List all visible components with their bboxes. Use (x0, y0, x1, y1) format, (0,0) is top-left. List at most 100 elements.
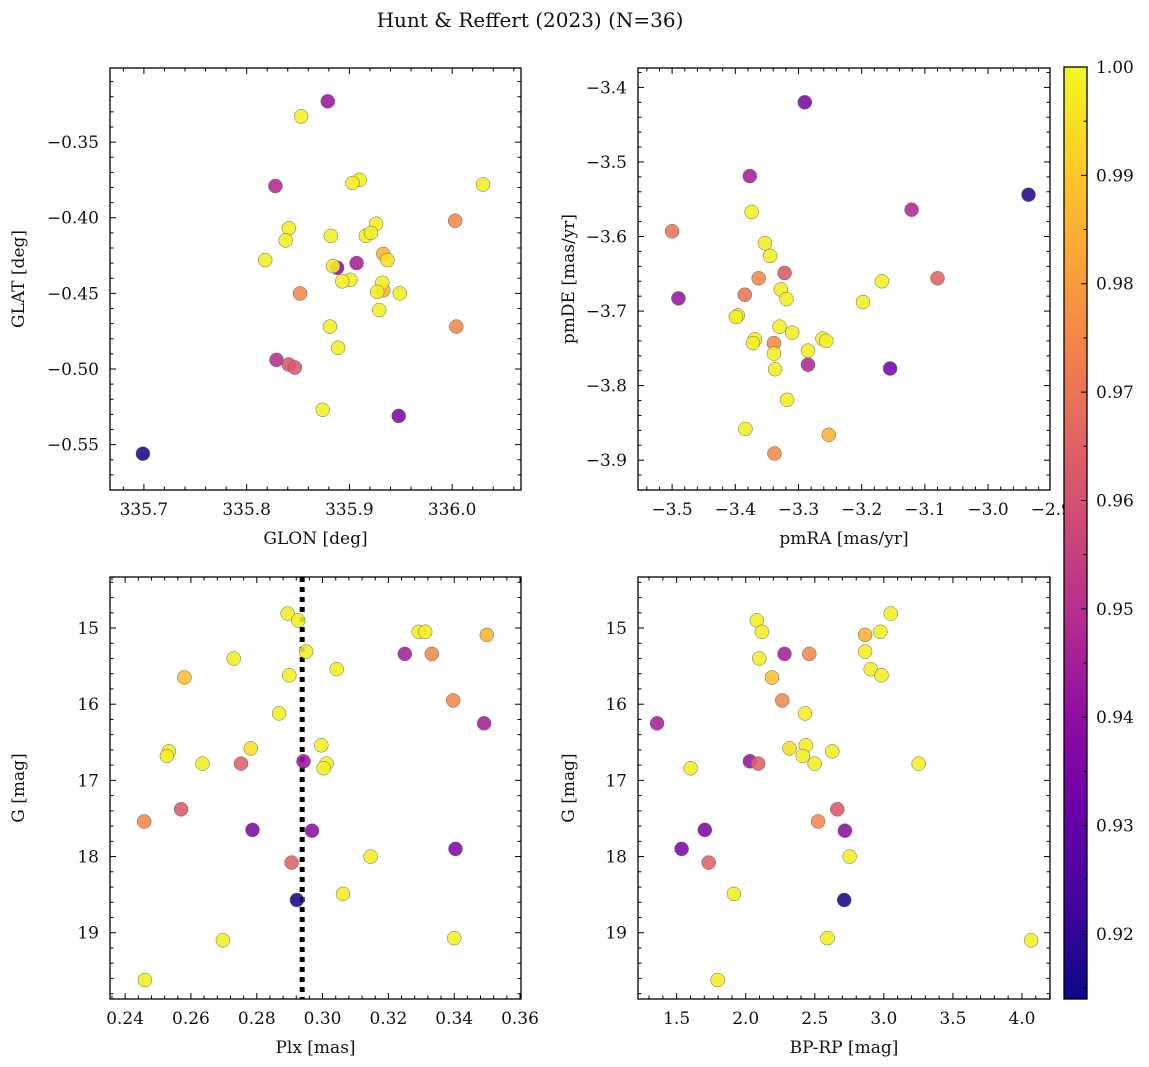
scatter-point (349, 255, 364, 271)
colorbar-tick-label: 1.00 (1096, 58, 1134, 78)
y-axis-label: GLAT [deg] (9, 230, 29, 328)
x-tick-label: 335.8 (222, 500, 271, 520)
scatter-point (371, 302, 387, 318)
scatter-point (417, 624, 433, 640)
scatter-point (177, 670, 192, 685)
scatter-point (797, 706, 813, 721)
scatter-point (424, 646, 440, 662)
scatter-point (810, 814, 826, 829)
scatter-point (757, 235, 773, 251)
y-tick-label: −3.5 (586, 153, 627, 173)
scatter-point (751, 271, 766, 286)
scatter-point (329, 661, 344, 677)
y-tick-label: −0.40 (47, 209, 99, 229)
x-tick-label: −3.0 (967, 500, 1008, 520)
scatter-point (904, 202, 919, 217)
scatter-point (674, 841, 689, 857)
scatter-point (857, 644, 873, 659)
scatter-point (767, 446, 782, 461)
y-tick-label: −0.55 (47, 436, 99, 456)
scatter-point (476, 716, 492, 731)
x-tick-label: 0.26 (172, 1009, 210, 1029)
scatter-point (836, 892, 852, 908)
x-tick-label: 3.0 (870, 1009, 897, 1029)
scatter-point (830, 802, 845, 817)
scatter-point (159, 748, 175, 764)
x-tick-label: −3.4 (715, 500, 756, 520)
scatter-point (363, 849, 378, 864)
axes-frame (637, 67, 1051, 491)
scatter-point (449, 319, 464, 334)
colorbar: 0.92 0.93 0.94 0.95 0.96 0.97 0.98 0.99 1.00 (1063, 58, 1134, 1000)
scatter-point (777, 646, 792, 662)
scatter-point (323, 228, 339, 244)
scatter-point (911, 756, 926, 771)
colorbar-tick-label: 0.93 (1096, 817, 1134, 837)
scatter-point (316, 760, 331, 776)
scatter-point (315, 402, 330, 418)
scatter-point (298, 644, 314, 659)
scatter-point (857, 627, 873, 643)
colorbar-tick-label: 0.95 (1096, 600, 1134, 620)
scatter-point (802, 646, 817, 662)
scatter-point (479, 627, 495, 643)
scatter-point (750, 756, 766, 771)
scatter-point (772, 319, 787, 334)
x-tick-label: 336.0 (428, 500, 477, 520)
scatter-point (754, 624, 770, 640)
scatter-point (287, 360, 303, 375)
y-tick-label: 16 (77, 695, 99, 715)
x-tick-label: −3.2 (841, 500, 882, 520)
scatter-point (320, 94, 336, 109)
scatter-point (874, 668, 889, 683)
scatter-point (800, 357, 816, 372)
scatter-point (226, 651, 241, 666)
y-tick-label: 18 (77, 848, 99, 868)
scatter-point (795, 748, 811, 764)
scatter-point (271, 706, 287, 721)
x-tick-label: −3.3 (778, 500, 819, 520)
scatter-point (290, 613, 306, 628)
y-tick-label: −3.7 (586, 302, 627, 322)
scatter-point (710, 972, 725, 988)
scatter-point (281, 221, 297, 236)
scatter-points (664, 95, 1036, 461)
scatter-point (1023, 933, 1039, 948)
panel-pmra-pmde: −3.5 −3.4 −3.3 −3.2 −3.1 −3.0 −2.9 −3.4 −3.5 −3.6… (559, 67, 1072, 549)
scatter-point (820, 930, 835, 946)
scatter-point (762, 248, 778, 264)
scatter-point (292, 286, 308, 301)
scatter-points (649, 606, 1039, 988)
x-tick-label: 2.5 (801, 1009, 828, 1029)
scatter-point (257, 252, 273, 268)
scatter-point (322, 319, 338, 334)
scatter-point (797, 95, 813, 110)
scatter-point (824, 744, 840, 759)
scatter-point (268, 178, 283, 194)
scatter-point (304, 823, 320, 838)
x-axis-label: GLON [deg] (263, 529, 367, 549)
x-axis-label: pmRA [mas/yr] (779, 529, 908, 549)
scatter-point (737, 287, 753, 302)
scatter-point (671, 291, 686, 306)
scatter-points (136, 606, 495, 988)
scatter-point (930, 271, 945, 286)
scatter-point (649, 716, 665, 731)
scatter-point (767, 361, 783, 377)
scatter-point (475, 177, 491, 192)
scatter-point (345, 175, 360, 191)
y-tick-label: −3.4 (586, 78, 627, 98)
y-tick-label: 19 (605, 924, 627, 944)
y-tick-label: 17 (605, 771, 627, 791)
y-axis-label: G [mag] (559, 753, 579, 822)
scatter-point (445, 693, 461, 708)
scatter-points (135, 94, 491, 461)
scatter-point (779, 392, 795, 408)
scatter-point (363, 225, 379, 241)
scatter-point (777, 265, 792, 281)
scatter-point (726, 886, 742, 902)
x-tick-label: 0.36 (501, 1009, 539, 1029)
scatter-point (764, 670, 780, 685)
scatter-point (837, 823, 853, 838)
scatter-point (296, 754, 311, 769)
